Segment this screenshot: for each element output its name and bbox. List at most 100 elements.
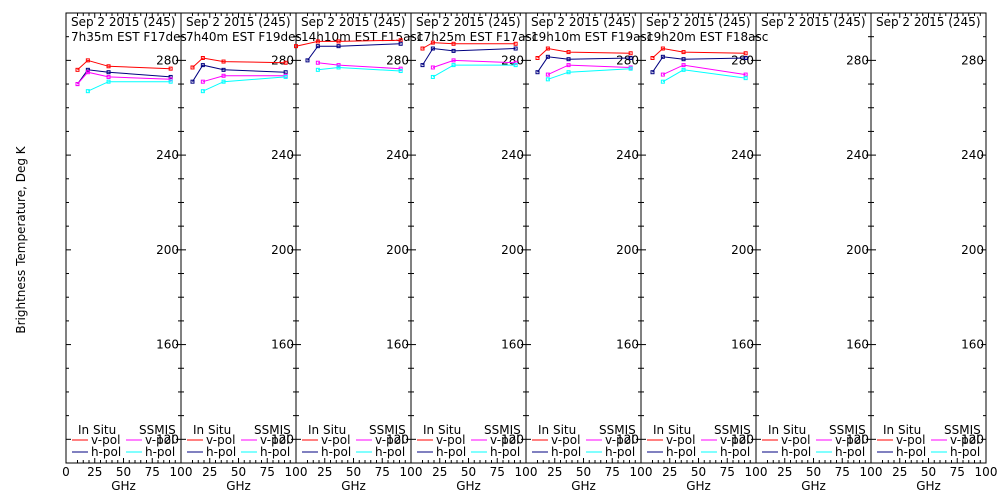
data-point-ssmis_h [106,79,111,84]
legend-label-insitu_v: v-pol [321,433,350,447]
legend-label-insitu_h: h-pol [206,445,236,459]
legend-label-ssmis_h: h-pol [145,445,175,459]
y-tick-label: 240 [501,148,524,162]
y-tick-label: 240 [271,148,294,162]
legend-ssmis: SSMIS [484,423,521,437]
data-point-ssmis_v [85,70,90,75]
data-point-insitu_v [283,60,288,65]
legend-label-insitu_h: h-pol [91,445,121,459]
y-tick-label: 280 [386,53,409,67]
panel-title: Sep 2 2015 (245) [531,15,636,29]
data-point-insitu_v [106,64,111,69]
data-point-insitu_v [451,41,456,46]
y-tick-label: 200 [961,243,984,257]
data-point-ssmis_h [283,74,288,79]
x-tick-label: 25 [432,465,447,479]
data-point-insitu_v [681,50,686,55]
data-point-insitu_h [398,41,403,46]
x-tick-label: 50 [346,465,361,479]
y-tick-label: 120 [271,432,294,446]
series-line-insitu_h [77,69,171,85]
series-line-ssmis_h [432,64,516,78]
x-axis-label: GHz [571,479,596,493]
series-line-ssmis_v [317,62,401,70]
series-line-ssmis_v [662,64,746,76]
y-tick-label: 240 [616,148,639,162]
data-point-insitu_v [221,59,226,64]
y-tick-label: 200 [616,243,639,257]
y-tick-label: 160 [501,338,524,352]
series-line-ssmis_h [662,69,746,83]
data-point-insitu_v [168,66,173,71]
panel-subtitle: 7h40m EST F19des [186,30,302,44]
x-tick-label: 50 [806,465,821,479]
data-point-insitu_v [628,51,633,56]
data-point-insitu_h [660,54,665,59]
legend-label-insitu_h: h-pol [321,445,351,459]
data-point-insitu_h [200,63,205,68]
x-axis-label: GHz [111,479,136,493]
data-point-insitu_h [85,67,90,72]
legend-label-ssmis_h: h-pol [835,445,865,459]
panel-subtitle: 7h35m EST F17des [71,30,187,44]
panel-7: 25 50 75 100 120 160 200 240 280 Sep 2 2015 (245)… [755,12,882,493]
series-line-insitu_h [652,56,746,73]
y-tick-label: 200 [156,243,179,257]
legend-ssmis: SSMIS [599,423,636,437]
x-axis-label: GHz [916,479,941,493]
data-point-insitu_h [168,74,173,79]
data-point-insitu_h [190,79,195,84]
data-point-ssmis_v [168,77,173,82]
data-point-ssmis_h [660,79,665,84]
y-tick-label: 240 [961,148,984,162]
data-point-insitu_h [106,70,111,75]
legend-label-ssmis_h: h-pol [720,445,750,459]
data-point-insitu_v [336,39,341,44]
data-point-insitu_h [566,57,571,62]
data-point-insitu_h [221,67,226,72]
y-tick-label: 200 [271,243,294,257]
panel-5: 25 50 75 100 120 160 200 240 280 Sep 2 2015 (245)… [525,12,653,493]
series-line-ssmis_v [202,75,286,83]
data-point-ssmis_h [628,66,633,71]
legend-in-situ: In Situ [308,423,346,437]
panel-4: 25 50 75 100 120 160 200 240 280 Sep 2 2015 (245)… [410,12,538,493]
panel-subtitle: 19h20m EST F18asc [646,30,768,44]
legend-label-ssmis_h: h-pol [950,445,980,459]
panel-frame [870,12,987,464]
legend-in-situ: In Situ [538,423,576,437]
panel-8: 25 50 75 100 120 160 200 240 280 Sep 2 2015 (245)… [870,12,997,493]
legend-label-ssmis_v: v-pol [490,433,519,447]
y-tick-label: 200 [501,243,524,257]
data-point-ssmis_h [398,69,403,74]
data-point-ssmis_v [430,65,435,70]
data-point-ssmis_h [85,89,90,94]
x-tick-label: 25 [87,465,102,479]
x-tick-label: 25 [547,465,562,479]
legend-label-ssmis_h: h-pol [605,445,635,459]
legend-label-ssmis_v: v-pol [720,433,749,447]
data-point-insitu_v [200,56,205,60]
panel-2: 25 50 75 100 120 160 200 240 280 Sep 2 2015 (245)… [180,12,307,493]
data-point-insitu_h [315,44,320,49]
panel-frame [525,12,642,464]
data-point-insitu_h [336,44,341,49]
series-line-insitu_h [422,47,516,66]
panel-subtitle: 19h10m EST F19asc [531,30,653,44]
legend-in-situ: In Situ [653,423,691,437]
data-point-ssmis_v [545,72,550,77]
x-axis-label: GHz [456,479,481,493]
panel-subtitle: 17h25m EST F17asc [416,30,538,44]
legend-in-situ: In Situ [883,423,921,437]
x-tick-label: 100 [745,465,768,479]
legend-label-ssmis_v: v-pol [375,433,404,447]
legend-label-ssmis_v: v-pol [260,433,289,447]
y-tick-label: 160 [386,338,409,352]
y-tick-label: 160 [156,338,179,352]
data-point-ssmis_v [106,74,111,79]
x-tick-label: 75 [605,465,620,479]
data-point-ssmis_h [315,67,320,72]
series-line-insitu_v [295,39,401,47]
series-line-insitu_h [537,56,631,73]
data-point-insitu_h [743,56,748,60]
